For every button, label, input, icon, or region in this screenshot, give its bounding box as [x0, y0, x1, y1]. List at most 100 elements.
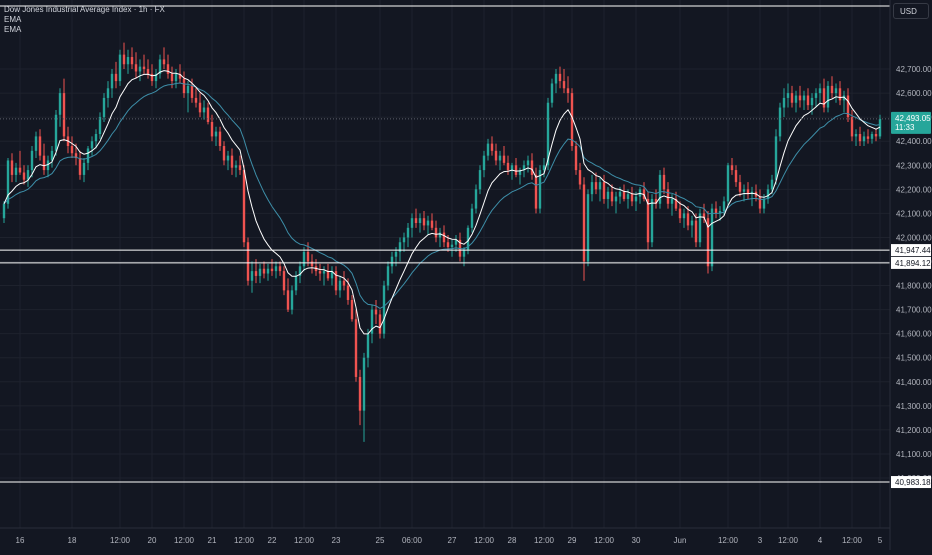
- x-axis-tick-label: 12:00: [474, 536, 495, 545]
- x-axis-tick-label: 4: [818, 536, 823, 545]
- candle-body: [854, 134, 858, 137]
- candle-body: [394, 251, 398, 257]
- horizontal-line-tag-label: 40,983.18: [895, 478, 931, 487]
- candle-body: [602, 182, 606, 199]
- candle-body: [114, 73, 118, 82]
- candle-body: [566, 88, 570, 94]
- candle-body: [826, 85, 830, 108]
- candle-body: [2, 203, 6, 219]
- candle-body: [746, 189, 750, 195]
- x-axis-tick-label: 12:00: [594, 536, 615, 545]
- candle-body: [226, 155, 230, 161]
- candle-body: [714, 208, 718, 214]
- candle-body: [14, 167, 18, 175]
- candle-body: [658, 174, 662, 204]
- candle-body: [798, 95, 802, 101]
- candle-body: [646, 198, 650, 243]
- candle-body: [202, 107, 206, 113]
- x-axis-tick-label: 12:00: [234, 536, 255, 545]
- x-axis-tick-label: 12:00: [110, 536, 131, 545]
- candle-body: [758, 196, 762, 209]
- candle-body: [478, 170, 482, 190]
- candle-body: [442, 232, 446, 243]
- candle-body: [786, 93, 790, 98]
- x-axis-tick-label: 20: [148, 536, 157, 545]
- candle-body: [34, 136, 38, 151]
- candle-body: [154, 73, 158, 82]
- candle-body: [234, 165, 238, 168]
- candle-body: [254, 271, 258, 276]
- candle-body: [470, 208, 474, 228]
- y-axis-tick-label: 41,800.00: [896, 282, 932, 291]
- candle-body: [562, 81, 566, 89]
- y-axis-tick-label: 42,000.00: [896, 233, 932, 242]
- candle-body: [474, 189, 478, 209]
- candle-body: [850, 117, 854, 137]
- candle-body: [434, 227, 438, 238]
- candle-body: [630, 194, 634, 202]
- candle-body: [502, 155, 506, 163]
- horizontal-lines: [0, 5, 890, 483]
- candle-body: [110, 73, 114, 89]
- candle-body: [662, 174, 666, 190]
- horizontal-line-tag: [891, 244, 931, 257]
- candle-body: [326, 271, 330, 279]
- candle-body: [122, 54, 126, 65]
- candle-body: [134, 64, 138, 72]
- candle-body: [730, 165, 734, 171]
- chart-legend: Dow Jones Industrial Average Index · 1h …: [4, 5, 165, 35]
- candle-body: [422, 218, 426, 226]
- candle-body: [766, 189, 770, 199]
- price-tags: 41,947.44 41,894.12 40,983.18 42,493.0511:3…: [891, 111, 931, 489]
- candle-body: [594, 182, 598, 190]
- candle-body: [698, 213, 702, 243]
- candle-body: [170, 73, 174, 82]
- y-axis-tick-label: 41,300.00: [896, 402, 932, 411]
- candle-body: [674, 198, 678, 209]
- candle-body: [330, 271, 334, 279]
- candle-body: [810, 97, 814, 106]
- y-axis-tick-label: 42,700.00: [896, 65, 932, 74]
- candle-body: [54, 114, 58, 151]
- x-axis-tick-label: 12:00: [778, 536, 799, 545]
- candle-body: [726, 165, 730, 202]
- candle-body: [302, 251, 306, 267]
- candle-body: [98, 117, 102, 135]
- candle-body: [782, 97, 786, 108]
- candle-body: [82, 162, 86, 175]
- candle-body: [618, 191, 622, 197]
- candle-body: [486, 143, 490, 156]
- candle-body: [90, 141, 94, 149]
- candle-body: [366, 333, 370, 358]
- horizontal-line-tag-label: 41,947.44: [895, 246, 931, 255]
- x-axis-tick-label: 5: [878, 536, 883, 545]
- currency-button[interactable]: USD: [893, 3, 929, 19]
- candle-body: [738, 182, 742, 192]
- candle-body: [598, 182, 602, 190]
- candle-body: [554, 73, 558, 84]
- candle-body: [242, 170, 246, 243]
- candle-body: [694, 220, 698, 243]
- x-axis-tick-label: Jun: [674, 536, 687, 545]
- candle-body: [138, 66, 142, 72]
- legend-ema-2[interactable]: EMA: [4, 25, 22, 34]
- candle-body: [10, 160, 14, 175]
- candle-body: [94, 134, 98, 142]
- x-axis-tick-label: 12:00: [718, 536, 739, 545]
- legend-ema-1[interactable]: EMA: [4, 15, 22, 24]
- candle-body: [650, 198, 654, 243]
- candle-body: [230, 155, 234, 168]
- candle-body: [78, 158, 82, 175]
- candle-body: [862, 136, 866, 142]
- candle-body: [590, 182, 594, 195]
- legend-symbol[interactable]: Dow Jones Industrial Average Index · 1h …: [4, 5, 165, 14]
- candle-body: [222, 146, 226, 161]
- candle-body: [398, 242, 402, 252]
- candles: [2, 42, 882, 442]
- candle-body: [274, 266, 278, 272]
- horizontal-line-tag: [891, 476, 931, 489]
- candle-body: [270, 268, 274, 272]
